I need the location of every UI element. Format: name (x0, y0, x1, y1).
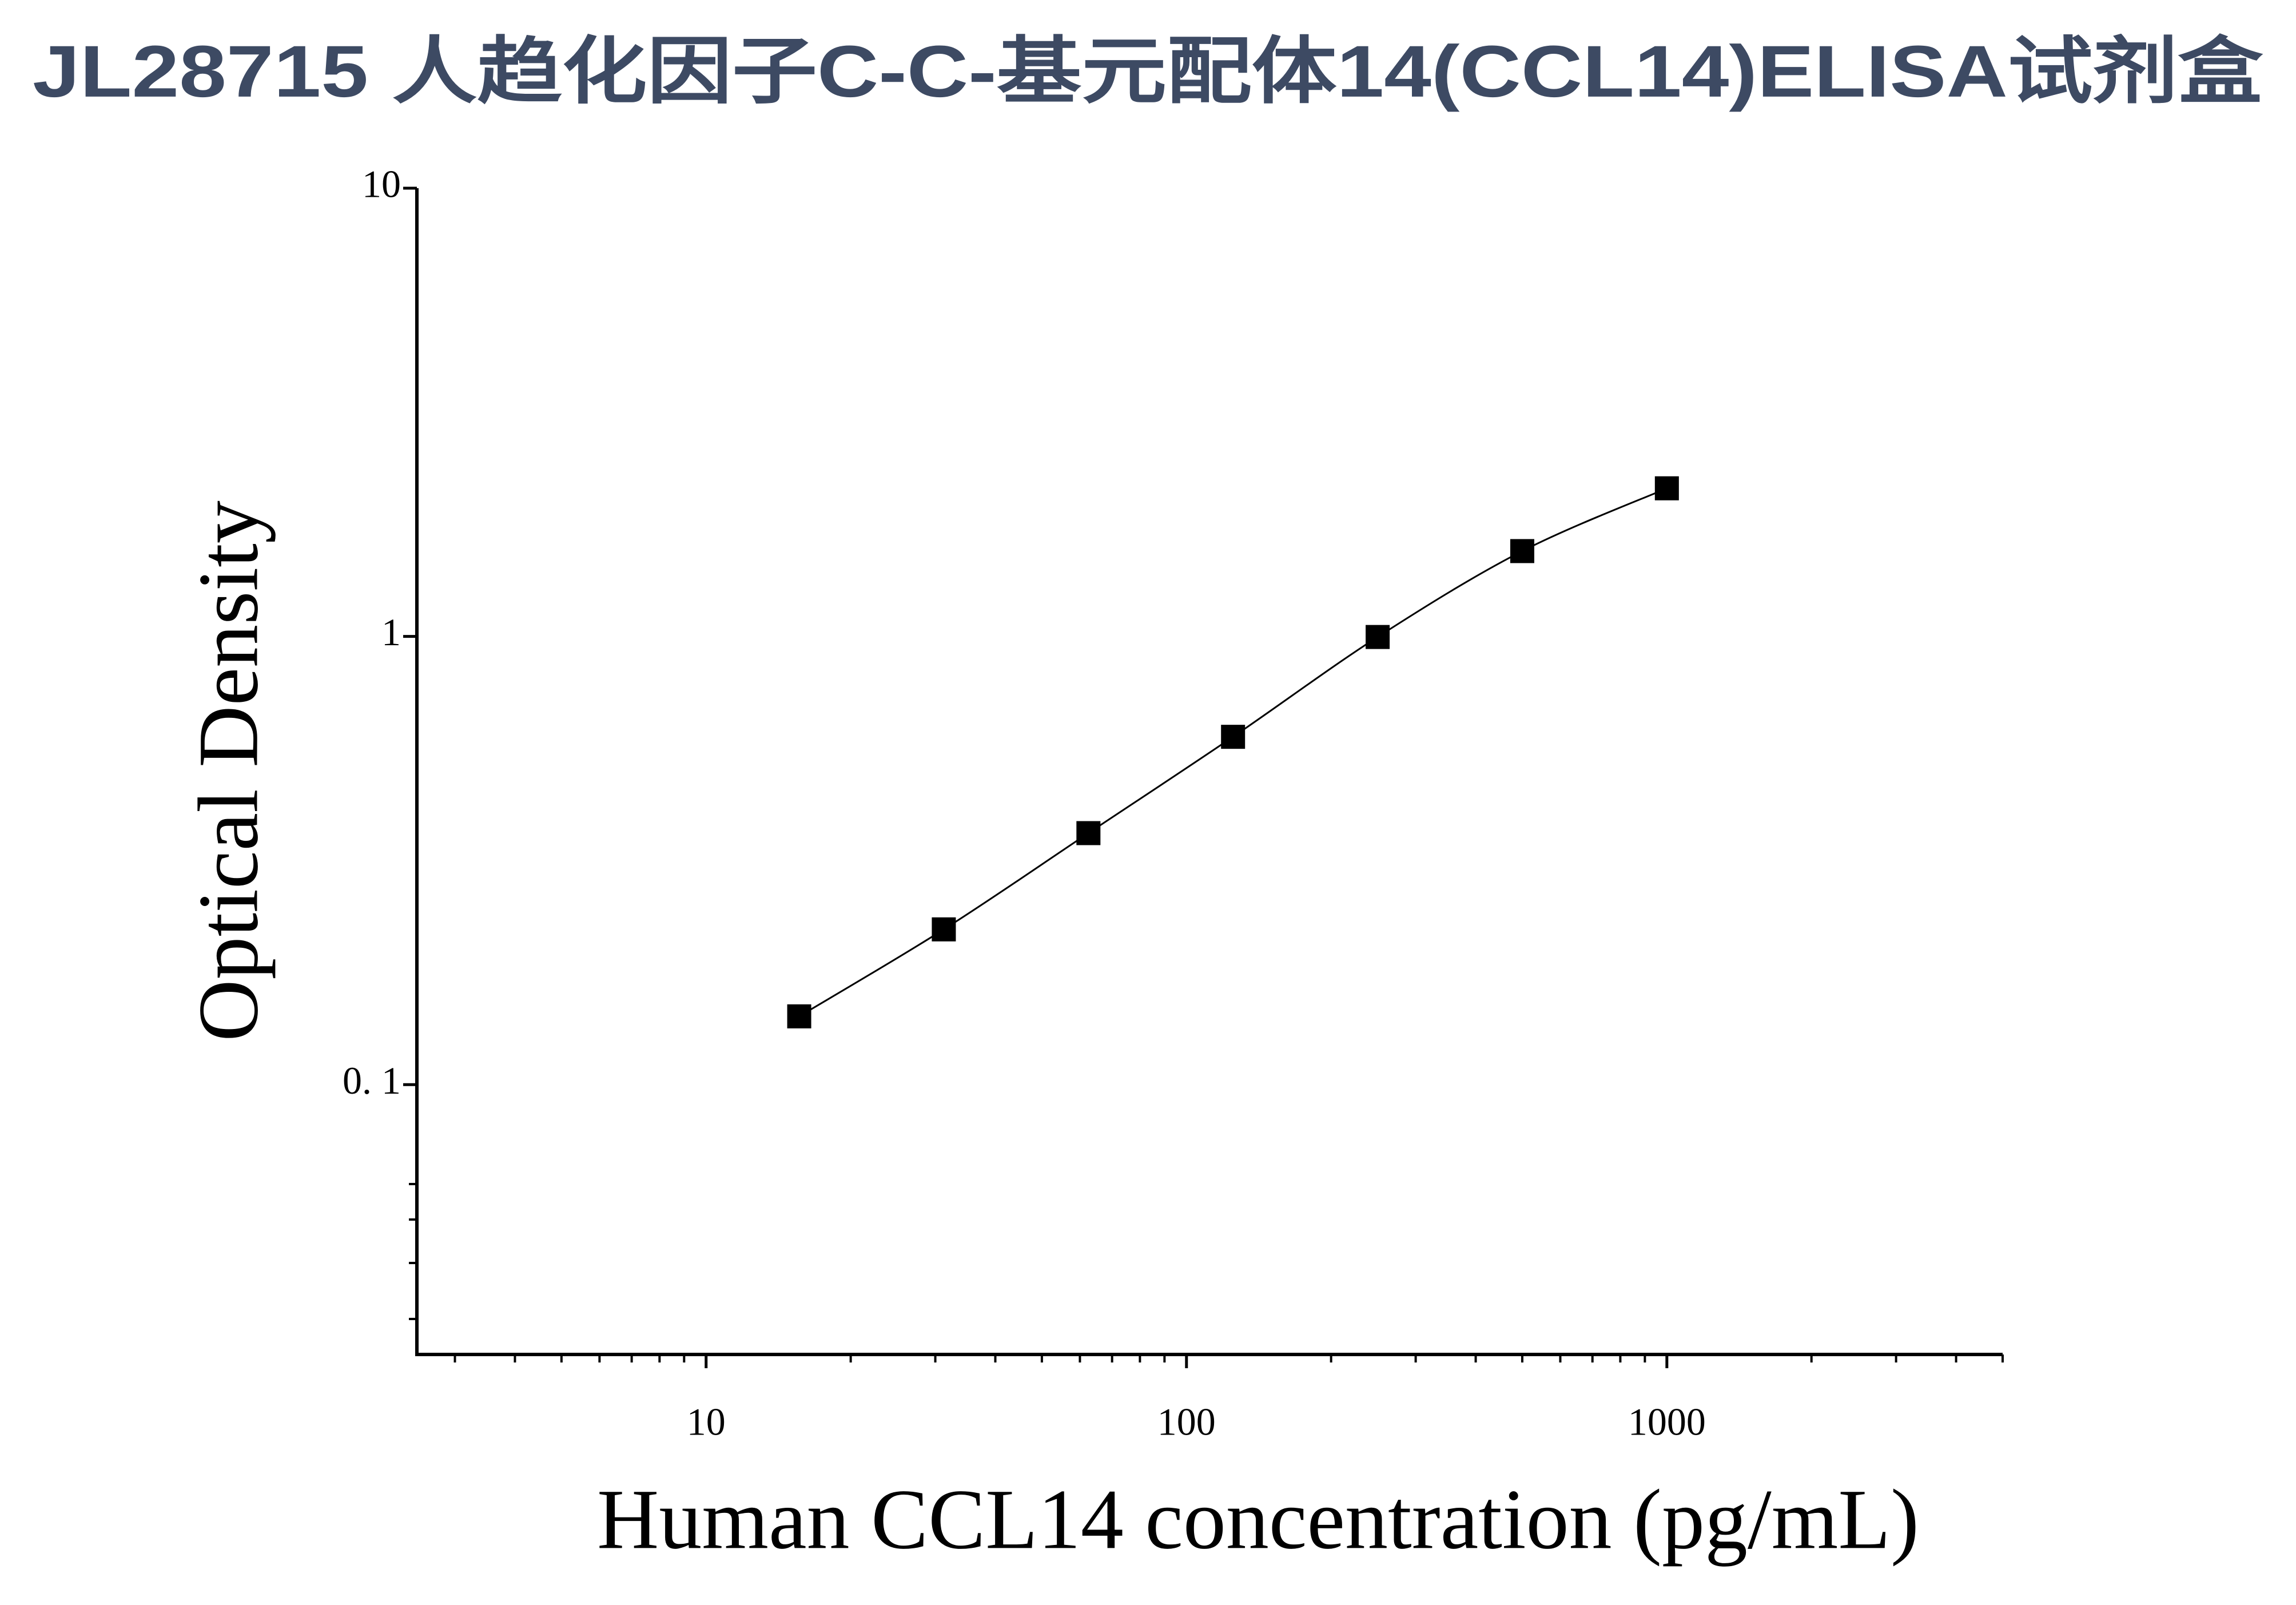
y-tick-label: 1 (381, 610, 401, 654)
fit-curve (798, 487, 1668, 1018)
y-tick-label: 10 (362, 162, 401, 206)
x-axis-title: Human CCL14 concentration (pg/mL) (597, 1472, 1919, 1567)
data-point (1654, 476, 1679, 500)
data-point (1510, 539, 1534, 563)
x-tick-label: 100 (1157, 1400, 1216, 1444)
data-point (787, 1004, 811, 1028)
y-axis-title: Optical Density (181, 500, 276, 1042)
x-tick-label: 10 (687, 1400, 726, 1444)
data-point (932, 917, 956, 941)
data-point (1221, 725, 1246, 749)
data-point (1076, 821, 1101, 845)
data-point (1366, 625, 1390, 649)
y-tick-label: 0. 1 (343, 1059, 401, 1102)
chart-title: JL28715 人趋化因子C-C-基元配体14(CCL14)ELISA试剂盒 (33, 31, 2263, 113)
x-tick-label: 1000 (1628, 1400, 1706, 1444)
